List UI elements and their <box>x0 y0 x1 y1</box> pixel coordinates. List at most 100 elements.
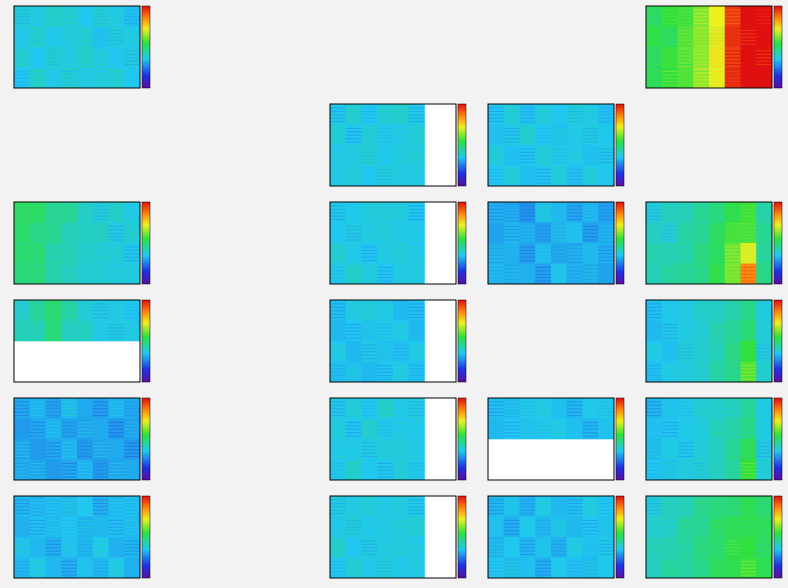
heat-stripe <box>77 327 93 329</box>
heat-stripe <box>488 215 504 217</box>
heat-stripe <box>693 344 709 346</box>
heat-stripe <box>330 229 346 231</box>
heat-stripe <box>677 43 694 45</box>
heat-stripe <box>582 205 599 207</box>
heat-stripe <box>45 23 62 25</box>
heat-stripe <box>677 469 694 471</box>
heat-stripe <box>661 560 678 562</box>
heat-stripe <box>108 526 125 528</box>
heat-stripe <box>377 368 393 370</box>
heat-stripe <box>345 246 362 248</box>
heat-stripe <box>756 469 772 471</box>
heat-stripe <box>724 50 741 52</box>
heat-stripe <box>61 323 77 325</box>
heat-stripe <box>108 303 125 305</box>
heat-stripe <box>519 564 536 566</box>
heat-stripe <box>377 127 393 129</box>
heat-stripe <box>677 564 694 566</box>
heat-stripe <box>377 445 393 447</box>
heat-stripe <box>345 110 362 112</box>
heat-stripe <box>61 70 77 72</box>
color-bar <box>773 397 783 481</box>
heat-stripe <box>519 526 536 528</box>
heat-stripe <box>361 179 378 181</box>
heat-stripe <box>740 53 757 55</box>
heat-stripe <box>756 368 772 370</box>
heat-stripe <box>330 117 346 119</box>
heat-stripe <box>582 121 599 123</box>
heat-stripe <box>551 554 567 556</box>
heat-stripe <box>677 554 694 556</box>
heat-stripe <box>709 469 725 471</box>
heat-stripe <box>740 77 757 79</box>
heat-stripe <box>488 509 504 511</box>
heat-stripe <box>740 266 757 268</box>
heat-stripe <box>330 364 346 366</box>
heat-stripe <box>598 560 614 562</box>
heat-stripe <box>693 574 709 576</box>
heat-stripe <box>503 273 520 275</box>
heat-stripe <box>45 212 62 214</box>
heat-stripe <box>377 148 393 150</box>
heat-stripe <box>77 523 93 525</box>
heat-stripe <box>582 509 599 511</box>
heat-stripe <box>646 554 662 556</box>
heat-stripe <box>393 168 409 170</box>
heat-stripe <box>598 435 614 437</box>
heat-stripe <box>330 273 346 275</box>
heat-stripe <box>29 323 46 325</box>
heat-stripe <box>124 408 140 410</box>
heat-stripe <box>503 134 520 136</box>
heat-stripe <box>345 215 362 217</box>
heat-stripe <box>408 571 425 573</box>
heat-stripe <box>488 232 504 234</box>
heat-stripe <box>124 64 140 66</box>
heat-stripe <box>582 519 599 521</box>
heat-stripe <box>393 280 409 282</box>
heat-stripe <box>709 401 725 403</box>
heat-stripe <box>408 219 425 221</box>
plot-frame <box>329 103 457 187</box>
heat-stripe <box>566 172 583 174</box>
heat-stripe <box>345 540 362 542</box>
heat-stripe <box>488 425 504 427</box>
heat-stripe <box>488 110 504 112</box>
heat-stripe <box>408 554 425 556</box>
heat-stripe <box>535 175 551 177</box>
heat-stripe <box>724 313 741 315</box>
heat-stripe <box>535 215 551 217</box>
heat-stripe <box>646 306 662 308</box>
heat-stripe <box>14 560 30 562</box>
heat-stripe <box>393 509 409 511</box>
heat-stripe <box>92 280 109 282</box>
heat-stripe <box>724 432 741 434</box>
heat-stripe <box>108 256 125 258</box>
heat-stripe <box>693 84 709 86</box>
heat-stripe <box>330 225 346 227</box>
heat-stripe <box>519 530 536 532</box>
heat-stripe <box>646 40 662 42</box>
heat-stripe <box>108 445 125 447</box>
heat-stripe <box>29 29 46 31</box>
heat-stripe <box>519 179 536 181</box>
heat-stripe <box>519 415 536 417</box>
heat-stripe <box>693 547 709 549</box>
heat-stripe <box>408 212 425 214</box>
heat-stripe <box>393 462 409 464</box>
heat-stripe <box>519 121 536 123</box>
heat-stripe <box>408 168 425 170</box>
heat-stripe <box>598 236 614 238</box>
heat-stripe <box>756 36 772 38</box>
heat-stripe <box>92 57 109 59</box>
heat-stripe <box>519 401 536 403</box>
heat-stripe <box>393 306 409 308</box>
heat-stripe <box>345 270 362 272</box>
heat-stripe <box>345 415 362 417</box>
heat-stripe <box>740 270 757 272</box>
heat-stripe <box>535 158 551 160</box>
heat-stripe <box>646 425 662 427</box>
heat-stripe <box>756 53 772 55</box>
heat-stripe <box>377 351 393 353</box>
heat-stripe <box>598 543 614 545</box>
heat-stripe <box>361 121 378 123</box>
